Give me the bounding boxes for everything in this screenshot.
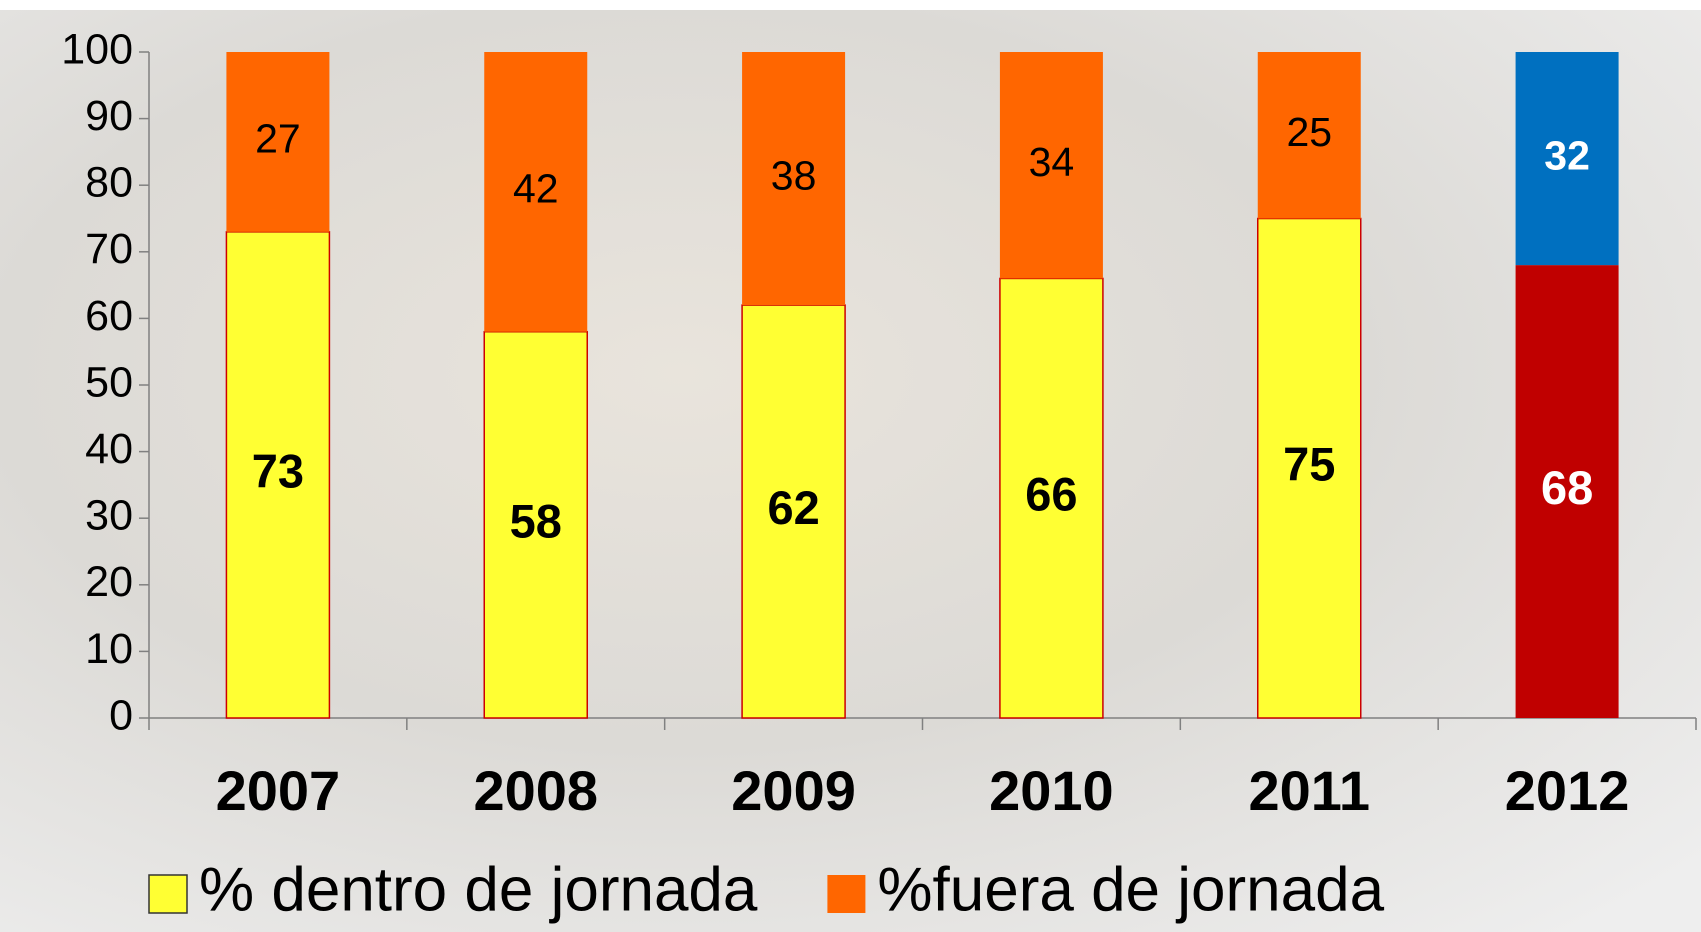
y-tick-label: 100 <box>61 25 133 73</box>
y-tick-label: 10 <box>85 625 133 673</box>
data-label: 38 <box>771 152 817 198</box>
y-tick-label: 60 <box>85 292 133 340</box>
legend-swatch <box>149 875 187 913</box>
data-label: 73 <box>252 444 304 497</box>
data-label: 66 <box>1025 468 1077 521</box>
data-label: 58 <box>510 494 562 547</box>
y-tick-label: 70 <box>85 225 133 273</box>
y-tick-label: 20 <box>85 558 133 606</box>
legend-swatch <box>827 875 865 913</box>
data-label: 34 <box>1029 139 1075 185</box>
y-tick-label: 90 <box>85 92 133 140</box>
data-label: 32 <box>1544 132 1590 178</box>
data-label: 68 <box>1541 461 1593 514</box>
x-tick-label: 2008 <box>473 759 598 822</box>
chart: 0 10 20 30 40 50 60 70 80 90 100 73 27 2007 58 42 2008 62… <box>0 0 1701 932</box>
data-label: 27 <box>255 116 301 162</box>
legend-label: % dentro de jornada <box>199 855 758 924</box>
y-tick-label: 0 <box>109 691 133 739</box>
legend-label: %fuera de jornada <box>877 855 1384 924</box>
x-tick-label: 2011 <box>1249 759 1371 822</box>
y-tick-label: 80 <box>85 159 133 207</box>
x-tick-label: 2010 <box>989 759 1114 822</box>
y-tick-label: 50 <box>85 358 133 406</box>
data-label: 25 <box>1286 109 1332 155</box>
y-tick-label: 30 <box>85 492 133 540</box>
x-tick-label: 2007 <box>216 759 341 822</box>
data-label: 62 <box>767 481 819 534</box>
y-tick-label: 40 <box>85 425 133 473</box>
data-label: 75 <box>1283 438 1335 491</box>
x-tick-label: 2009 <box>731 759 856 822</box>
x-tick-label: 2012 <box>1505 759 1630 822</box>
top-band <box>0 0 1701 10</box>
data-label: 42 <box>513 166 559 212</box>
